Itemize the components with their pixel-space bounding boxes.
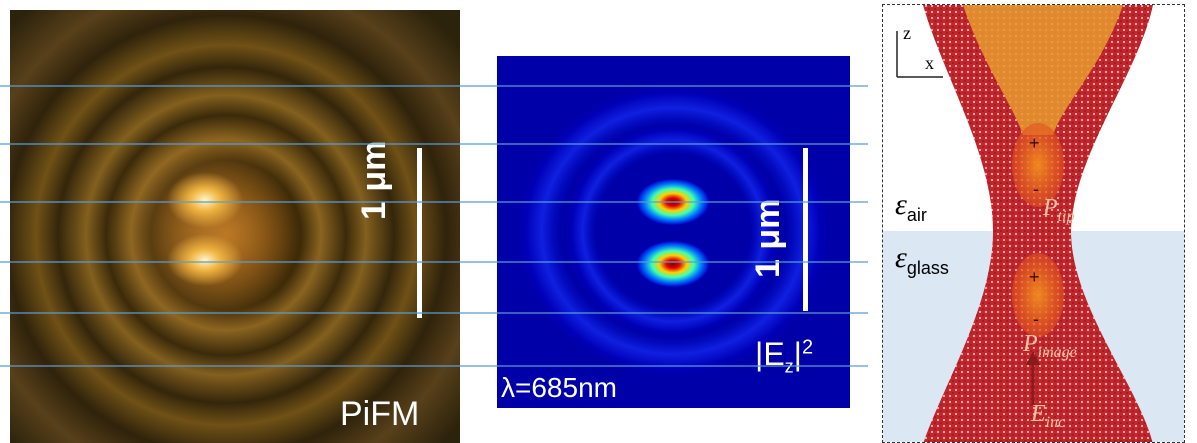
schematic-panel: z x εair εglass + - + - Ptip Pimage Einc bbox=[882, 4, 1185, 443]
dipole-tip bbox=[1012, 123, 1064, 207]
e-inc-arrowhead bbox=[1026, 351, 1040, 365]
simulation-panel: 1 μm |Ez|2 λ=685nm bbox=[497, 56, 850, 408]
axis-x-label: x bbox=[925, 53, 934, 73]
p-tip-label: Ptip bbox=[1043, 195, 1075, 225]
schematic-drawing bbox=[883, 5, 1184, 442]
tip-apex-fill bbox=[963, 5, 1123, 135]
image-minus: - bbox=[1033, 309, 1039, 329]
field-lobe-lower bbox=[637, 241, 709, 287]
field-label-exp: 2 bbox=[801, 336, 814, 359]
eps-glass-label: εglass bbox=[895, 241, 949, 278]
pifm-hotspots bbox=[115, 120, 422, 340]
eps-air-label: εair bbox=[895, 188, 927, 225]
dipole-image bbox=[1012, 253, 1064, 337]
p-image-label: Pimage bbox=[1023, 331, 1077, 361]
scale-bar bbox=[803, 148, 808, 311]
tip-body bbox=[923, 5, 1153, 442]
pifm-halo bbox=[115, 120, 295, 340]
image-plus: + bbox=[1029, 267, 1040, 287]
tip-plus: + bbox=[1029, 133, 1040, 153]
wavelength-label: λ=685nm bbox=[501, 372, 617, 403]
field-map bbox=[513, 81, 833, 381]
field-lobe-upper bbox=[637, 179, 709, 225]
pifm-lobe-lower bbox=[167, 234, 243, 286]
scale-bar-label: 1 μm bbox=[749, 198, 787, 278]
tip-minus: - bbox=[1033, 179, 1039, 199]
axis-z-label: z bbox=[903, 23, 911, 43]
e-inc-label: Einc bbox=[1031, 401, 1066, 431]
pifm-image-panel: 1 μm PiFM bbox=[10, 10, 460, 443]
field-ring-inner bbox=[563, 121, 783, 341]
scale-bar-label: 1 μm bbox=[355, 140, 393, 220]
pifm-lobe-upper bbox=[167, 172, 243, 228]
field-label: |Ez|2 bbox=[755, 336, 814, 377]
pifm-label: PiFM bbox=[340, 395, 420, 433]
field-label-main: |E bbox=[755, 336, 785, 372]
scale-bar bbox=[417, 148, 422, 318]
field-label-sub: z bbox=[784, 356, 794, 377]
